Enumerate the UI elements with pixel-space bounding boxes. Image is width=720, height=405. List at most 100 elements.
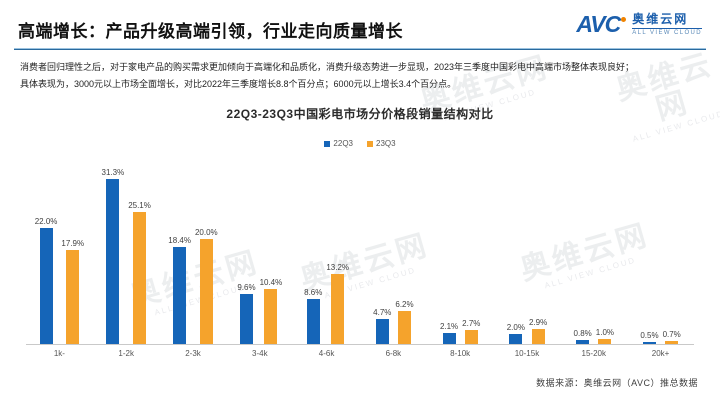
bar-wrap-23q3: 0.7% [663,330,681,345]
bar-wrap-22q3: 0.5% [640,330,659,345]
bar-wrap-22q3: 18.4% [168,235,191,345]
legend-label: 22Q3 [333,139,353,149]
bar-value-label: 2.1% [439,322,459,332]
x-tick-label: 6-8k [385,349,402,359]
bar-23q3 [531,328,545,345]
x-tick-label: 4-6k [318,349,335,359]
bar-group: 8.6% 13.2% [293,160,360,345]
bar-value-label: 6.2% [395,300,414,310]
bar-value-label: 10.4% [259,278,283,288]
header: 高端增长：产品升级高端引领，行业走向质量增长 AVC 奥维云网 ALL VIEW… [0,0,720,42]
bar-value-label: 17.9% [61,238,85,248]
bar-22q3 [106,178,120,345]
bar-wrap-23q3: 17.9% [61,239,84,345]
bar-wrap-22q3: 2.0% [507,323,525,345]
bar-group: 2.0% 2.9% [494,160,561,345]
bar-22q3 [39,227,53,345]
bar-group: 0.5% 0.7% [627,160,694,345]
bar-group: 4.7% 6.2% [360,160,427,345]
bar-value-label: 0.7% [662,329,681,339]
bar-value-label: 0.5% [640,330,659,340]
bar-wrap-22q3: 2.1% [439,322,459,345]
bar-23q3 [264,289,278,345]
bar-group: 31.3% 25.1% [93,160,160,345]
x-tick-label: 20k+ [651,349,670,359]
legend-item-23q3: 23Q3 [367,139,396,148]
header-divider [14,48,706,50]
x-tick-label: 1k- [53,349,65,359]
bar-value-label: 18.4% [168,235,191,245]
bar-23q3 [133,211,147,345]
x-tick-label: 10-15k [514,349,540,359]
avc-logo-name: 奥维云网 [632,12,689,27]
bar-value-label: 0.8% [573,329,592,339]
x-tick-label: 15-20k [581,349,606,359]
x-axis: 1k- 1-2k 2-3k 3-4k 4-6k 6-8k 8-10k 10-15k 15-20k… [26,349,694,358]
bar-23q3 [397,311,411,345]
avc-logo-tagline: ALL VIEW CLOUD [632,27,702,36]
bar-wrap-22q3: 0.8% [573,329,592,345]
bar-wrap-23q3: 6.2% [395,300,414,345]
avc-logo-text: 奥维云网 ALL VIEW CLOUD [632,12,702,36]
bar-22q3 [239,293,253,345]
legend-swatch-22q3 [324,140,331,147]
bar-23q3 [665,340,679,345]
bar-value-label: 1.0% [595,327,614,337]
bar-value-label: 13.2% [326,263,350,273]
legend-label: 23Q3 [376,139,396,149]
bar-22q3 [642,341,656,345]
x-tick-label: 8-10k [450,349,471,359]
bar-value-label: 2.9% [528,317,548,327]
chart-legend: 22Q3 23Q3 [0,139,720,148]
bar-22q3 [306,298,320,345]
legend-item-22q3: 22Q3 [324,139,353,148]
bar-23q3 [598,338,612,345]
bar-value-label: 22.0% [34,216,58,226]
bar-23q3 [66,249,80,345]
bar-23q3 [331,274,345,345]
bar-wrap-23q3: 2.7% [462,318,481,345]
bar-wrap-23q3: 20.0% [195,228,218,345]
bar-wrap-23q3: 25.1% [128,201,151,345]
bar-wrap-23q3: 2.9% [528,317,548,345]
bar-value-label: 25.1% [128,200,151,210]
page-title: 高端增长：产品升级高端引领，行业走向质量增长 [18,22,403,41]
avc-logo: AVC 奥维云网 ALL VIEW CLOUD [576,13,704,36]
bar-group: 9.6% 10.4% [226,160,293,345]
bar-wrap-23q3: 10.4% [259,278,283,345]
intro-line-2: 具体表现为，3000元以上市场全面增长，对比2022年三季度增长8.8个百分点；… [20,78,457,89]
intro-line-1: 消费者回归理性之后，对于家电产品的购买需求更加倾向于高端化和品质化，消费升级态势… [20,62,635,72]
bar-22q3 [576,340,590,345]
plot-area: 22.0% 17.9% 31.3% 25.1% 18.4% 20.0% 9.6% 10.4% 8… [26,160,694,346]
bar-chart: 22Q3-23Q3中国彩电市场分价格段销量结构对比 22Q3 23Q3 22.0%… [0,105,720,358]
bar-22q3 [509,333,523,345]
x-tick-label: 2-3k [185,349,201,359]
bar-value-label: 31.3% [101,167,125,177]
bar-group: 22.0% 17.9% [26,160,93,345]
bar-group: 18.4% 20.0% [160,160,227,345]
bar-value-label: 8.6% [304,287,323,297]
bar-22q3 [375,319,389,345]
x-tick-label: 1-2k [118,349,134,359]
data-source-note: 数据来源：奥维云网（AVC）推总数据 [536,378,698,388]
avc-logo-mark: AVC [576,11,627,37]
intro-paragraph: 消费者回归理性之后，对于家电产品的购买需求更加倾向于高端化和品质化，消费升级态势… [20,59,700,92]
bar-group: 0.8% 1.0% [560,160,627,345]
bar-wrap-22q3: 9.6% [237,283,256,345]
bar-value-label: 2.0% [506,322,525,332]
bar-wrap-23q3: 1.0% [595,327,614,345]
x-tick-label: 3-4k [252,349,268,359]
chart-title: 22Q3-23Q3中国彩电市场分价格段销量结构对比 [226,107,494,122]
bar-value-label: 4.7% [373,308,392,318]
legend-swatch-23q3 [367,140,373,147]
bar-wrap-22q3: 31.3% [101,167,125,345]
bar-value-label: 20.0% [194,227,218,237]
bar-22q3 [442,333,456,345]
bar-wrap-23q3: 13.2% [326,263,350,345]
avc-logo-abbr: AVC [576,11,621,37]
bar-wrap-22q3: 4.7% [373,308,392,345]
bar-value-label: 2.7% [462,318,481,328]
bar-22q3 [173,246,187,345]
avc-logo-dot-icon [621,17,627,22]
